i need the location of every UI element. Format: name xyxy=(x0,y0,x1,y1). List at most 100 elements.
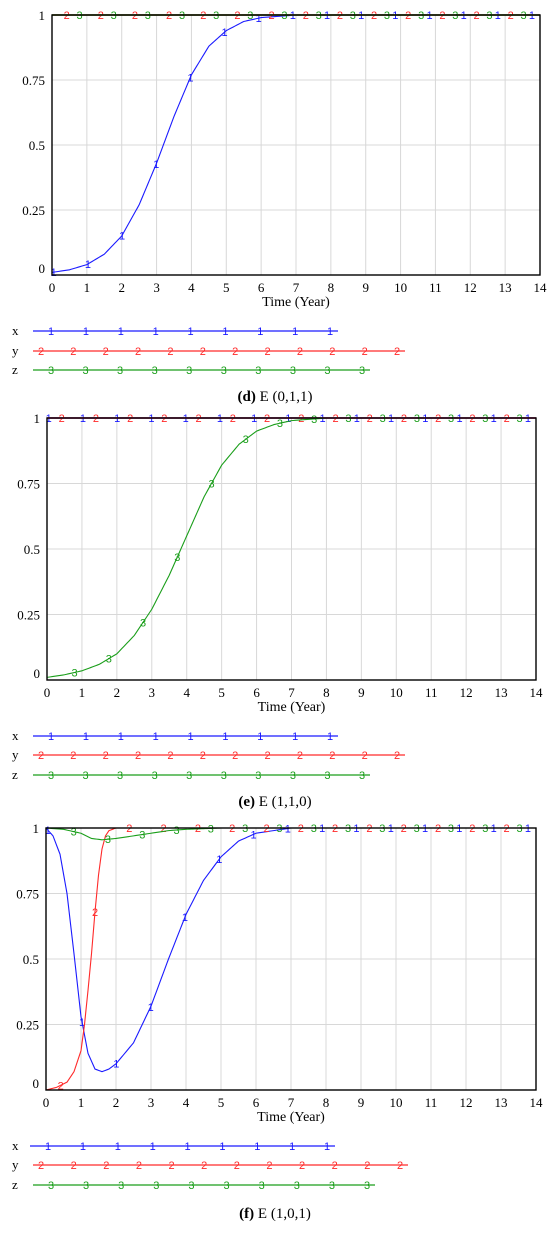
legend-marker-x: 1 xyxy=(219,1141,225,1153)
caption-letter: ( xyxy=(239,1206,244,1222)
legend-marker-z: 3 xyxy=(117,770,123,782)
legend-marker-y: 2 xyxy=(266,1160,272,1172)
x-tick-label: 3 xyxy=(149,685,156,700)
series-marker-y: 2 xyxy=(469,413,475,425)
series-marker-y: 2 xyxy=(59,413,65,425)
series-marker-z: 3 xyxy=(105,834,111,846)
legend-marker-y: 2 xyxy=(264,346,270,358)
legend-marker-y: 2 xyxy=(362,346,368,358)
y-tick-label: 0.5 xyxy=(29,138,45,153)
legend-marker-z: 3 xyxy=(329,1180,335,1192)
series-marker-z: 3 xyxy=(208,478,214,490)
series-marker-x: 1 xyxy=(148,413,154,425)
series-marker-x: 1 xyxy=(324,10,330,22)
caption-letter-close: ) xyxy=(249,1206,254,1222)
caption-text: E (0,1,1) xyxy=(256,389,313,405)
series-marker-x: 1 xyxy=(51,267,57,279)
legend-marker-z: 3 xyxy=(117,365,123,377)
series-marker-y: 2 xyxy=(401,413,407,425)
legend-marker-x: 1 xyxy=(187,731,193,743)
x-tick-label: 12 xyxy=(460,1095,473,1110)
series-marker-x: 1 xyxy=(353,823,359,835)
caption-letter-close: ) xyxy=(251,389,256,405)
legend-marker-y: 2 xyxy=(38,750,44,762)
plot-frame xyxy=(46,417,537,681)
legend-marker-z: 3 xyxy=(188,1180,194,1192)
series-marker-y: 2 xyxy=(504,413,510,425)
x-tick-label: 0 xyxy=(43,1095,50,1110)
series-marker-z: 3 xyxy=(106,654,112,666)
legend-label-y: y xyxy=(12,343,19,358)
series-marker-y: 2 xyxy=(332,823,338,835)
legend-marker-y: 2 xyxy=(167,346,173,358)
series-marker-z: 3 xyxy=(72,667,78,679)
x-tick-label: 4 xyxy=(183,685,190,700)
legend-marker-z: 3 xyxy=(255,365,261,377)
legend-marker-y: 2 xyxy=(297,750,303,762)
legend-marker-z: 3 xyxy=(359,770,365,782)
legend-marker-x: 1 xyxy=(118,731,124,743)
series-marker-z: 3 xyxy=(345,413,351,425)
x-tick-label: 2 xyxy=(114,685,121,700)
legend-marker-y: 2 xyxy=(71,1160,77,1172)
series-marker-x: 1 xyxy=(217,413,223,425)
series-marker-x: 1 xyxy=(251,413,257,425)
legend-marker-x: 1 xyxy=(222,326,228,338)
legend-marker-y: 2 xyxy=(200,346,206,358)
x-tick-label: 9 xyxy=(362,280,369,295)
caption-letter-text: e xyxy=(243,794,250,810)
legend-marker-x: 1 xyxy=(187,326,193,338)
series-marker-x: 1 xyxy=(285,823,291,835)
legend-label-z: z xyxy=(12,1177,18,1192)
legend-marker-z: 3 xyxy=(152,365,158,377)
series-marker-z: 3 xyxy=(179,10,185,22)
x-tick-label: 6 xyxy=(258,280,265,295)
series-marker-x: 1 xyxy=(320,413,326,425)
legend-marker-z: 3 xyxy=(153,1180,159,1192)
series-marker-z: 3 xyxy=(139,830,145,842)
x-tick-label: 6 xyxy=(253,1095,260,1110)
x-tick-label: 3 xyxy=(153,280,160,295)
legend-marker-y: 2 xyxy=(232,750,238,762)
legend-marker-y: 2 xyxy=(103,1160,109,1172)
series-marker-x: 1 xyxy=(461,10,467,22)
series-marker-x: 1 xyxy=(45,825,51,837)
series-marker-x: 1 xyxy=(388,413,394,425)
legend-marker-z: 3 xyxy=(82,770,88,782)
series-marker-z: 3 xyxy=(452,10,458,22)
legend-marker-y: 2 xyxy=(38,1160,44,1172)
caption-letter-close: ) xyxy=(250,794,255,810)
legend-marker-y: 2 xyxy=(103,750,109,762)
series-marker-z: 3 xyxy=(145,10,151,22)
series-marker-y: 2 xyxy=(230,413,236,425)
series-marker-z: 3 xyxy=(486,10,492,22)
series-marker-z: 3 xyxy=(311,414,317,426)
x-tick-label: 13 xyxy=(495,685,508,700)
legend-marker-z: 3 xyxy=(186,365,192,377)
series-marker-z: 3 xyxy=(311,823,317,835)
y-tick-label: 0 xyxy=(39,261,46,276)
legend-marker-x: 1 xyxy=(80,1141,86,1153)
series-marker-x: 1 xyxy=(113,1058,119,1070)
legend-marker-x: 1 xyxy=(222,731,228,743)
plot-frame xyxy=(45,827,537,1091)
legend-marker-x: 1 xyxy=(292,731,298,743)
legend-marker-x: 1 xyxy=(327,731,333,743)
legend-marker-y: 2 xyxy=(135,346,141,358)
legend-marker-x: 1 xyxy=(289,1141,295,1153)
series-marker-y: 2 xyxy=(298,823,304,835)
legend-marker-x: 1 xyxy=(115,1141,121,1153)
x-tick-label: 0 xyxy=(49,280,56,295)
series-marker-y: 2 xyxy=(439,10,445,22)
legend-marker-y: 2 xyxy=(200,750,206,762)
legend-marker-y: 2 xyxy=(364,1160,370,1172)
series-marker-x: 1 xyxy=(525,823,531,835)
series-marker-x: 1 xyxy=(216,854,222,866)
series-marker-y: 2 xyxy=(504,823,510,835)
series-marker-y: 2 xyxy=(332,413,338,425)
y-tick-label: 0.5 xyxy=(24,542,40,557)
series-marker-x: 1 xyxy=(491,413,497,425)
series-marker-y: 2 xyxy=(405,10,411,22)
series-marker-y: 2 xyxy=(64,10,70,22)
